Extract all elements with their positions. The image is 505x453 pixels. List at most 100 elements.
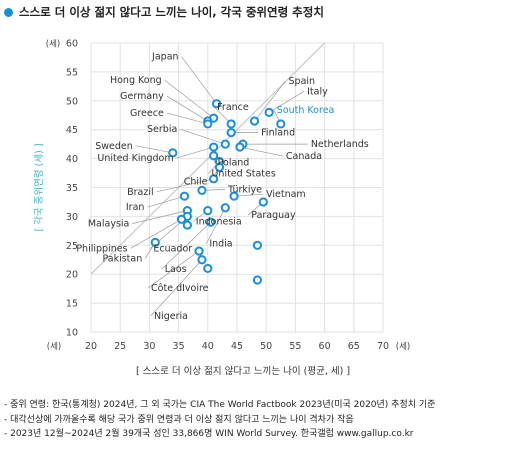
point-label: Poland	[218, 158, 250, 169]
point-label: Italy	[307, 86, 328, 97]
leader-line	[135, 145, 173, 154]
footnotes: - 중위 연령: 한국(통계청) 2024년, 그 외 국가는 CIA The …	[4, 398, 504, 442]
data-point	[209, 142, 219, 152]
data-point	[194, 246, 204, 256]
point-label: Philippines	[76, 243, 127, 254]
point-label: Ecuador	[153, 243, 192, 254]
y-tick-label: 40	[66, 154, 78, 165]
x-tick-label: 30	[143, 341, 155, 352]
data-point	[182, 220, 192, 230]
leader-line	[268, 91, 305, 113]
leader-line	[181, 56, 217, 104]
leader-line	[147, 250, 200, 289]
leader-line	[176, 146, 214, 159]
y-tick-label: 60	[66, 39, 78, 50]
point-label: India	[209, 239, 232, 250]
diagonal-reference-line	[90, 42, 326, 275]
data-point	[226, 127, 236, 138]
point-label: Hong Kong	[110, 75, 162, 86]
leader-line	[234, 193, 264, 197]
y-unit-label-bottom: (세)	[47, 342, 61, 352]
data-point	[203, 119, 213, 129]
point-label: Iran	[126, 202, 145, 213]
point-label: Indonesia	[196, 217, 242, 228]
data-point	[203, 263, 213, 274]
data-point	[150, 237, 160, 248]
title-bullet-icon	[4, 7, 13, 17]
point-label: Germany	[120, 91, 164, 102]
point-label: United Kingdom	[97, 153, 173, 164]
leader-line	[180, 128, 226, 145]
y-tick-label: 50	[66, 96, 78, 107]
point-label: United States	[211, 168, 275, 179]
x-tick-label: 25	[114, 341, 126, 352]
y-axis-title: [ 각국 중위연령 (세) ]	[33, 143, 45, 231]
x-tick-label: 35	[173, 341, 185, 352]
x-tick-label: 20	[85, 341, 97, 352]
point-label: Greece	[130, 108, 164, 119]
data-point	[226, 119, 236, 129]
x-tick-label: 55	[289, 341, 301, 352]
leader-line	[156, 178, 214, 193]
scatter-chart: 20 25 30 35 40 45 50 55 60 65 70 10 15 20 25 30 35 40 45 50…	[33, 39, 410, 378]
axes: 20 25 30 35 40 45 50 55 60 65 70 10 15 20 25 30 35 40 45 50…	[33, 39, 410, 378]
y-tick-label: 45	[66, 125, 78, 136]
data-point	[197, 255, 207, 265]
data-point	[220, 203, 230, 213]
point-label: Brazil	[127, 187, 154, 198]
x-tick-label: 40	[202, 341, 214, 352]
x-tick-label: 50	[260, 341, 272, 352]
data-point	[211, 99, 222, 109]
point-label: Vietnam	[266, 189, 306, 200]
leader-line	[150, 259, 203, 316]
data-point	[206, 217, 216, 227]
data-point	[220, 139, 230, 149]
point-label: South Korea	[277, 105, 335, 116]
data-point	[249, 116, 260, 126]
data-point	[176, 214, 187, 224]
data-point	[252, 240, 263, 250]
footnote-2: - 대각선상에 가까울수록 해당 국가 중위 연령과 더 이상 젊지 않다고 느…	[4, 414, 354, 425]
footnote-1: - 중위 연령: 한국(통계청) 2024년, 그 외 국가는 CIA The …	[4, 400, 436, 410]
x-tick-label: 60	[319, 341, 331, 352]
data-point	[179, 191, 190, 201]
y-tick-label: 30	[66, 212, 78, 223]
leader-line	[132, 210, 188, 224]
leader-line	[166, 112, 208, 125]
data-point	[197, 185, 207, 195]
point-label: Finland	[261, 128, 295, 139]
point-label: France	[217, 102, 249, 113]
point-label: Côte dIvoire	[151, 283, 209, 294]
footnote-3: - 2023년 12월~2024년 2월 39개국 성인 33,866명 WIN…	[4, 429, 414, 439]
data-point	[203, 206, 213, 216]
point-label: Spain	[289, 76, 316, 87]
y-tick-label: 55	[66, 67, 78, 78]
point-label: Serbia	[147, 124, 177, 135]
y-tick-label: 10	[66, 328, 78, 339]
leader-line	[130, 218, 182, 249]
point-label: Nigeria	[154, 311, 188, 322]
data-point	[209, 151, 219, 161]
y-tick-label: 20	[66, 270, 78, 281]
point-label: Netherlands	[311, 139, 369, 150]
x-axis-title: [ 스스로 더 이상 젊지 않다고 느끼는 나이 (평균, 세) ]	[136, 365, 350, 377]
leader-line	[147, 195, 185, 208]
y-tick-label: 35	[66, 183, 78, 194]
leader-line	[239, 146, 283, 157]
x-tick-label: 65	[348, 341, 360, 352]
point-label: Paraguay	[251, 210, 296, 221]
point-label: Sweden	[95, 141, 133, 152]
diagonal-line	[90, 42, 326, 275]
data-point	[229, 191, 239, 201]
leader-line	[166, 95, 208, 122]
point-label: Laos	[165, 264, 187, 275]
y-tick-label: 25	[66, 241, 78, 252]
y-unit-label: (세)	[46, 40, 60, 50]
data-points	[150, 99, 286, 285]
point-label: Japan	[151, 52, 179, 63]
data-point	[168, 148, 178, 158]
chart-title-text: 스스로 더 이상 젊지 않다고 느끼는 나이, 각국 중위연령 추정치	[19, 5, 324, 19]
y-tick-label: 15	[66, 299, 78, 310]
data-point	[258, 197, 268, 207]
point-label: Türkiye	[227, 184, 262, 195]
